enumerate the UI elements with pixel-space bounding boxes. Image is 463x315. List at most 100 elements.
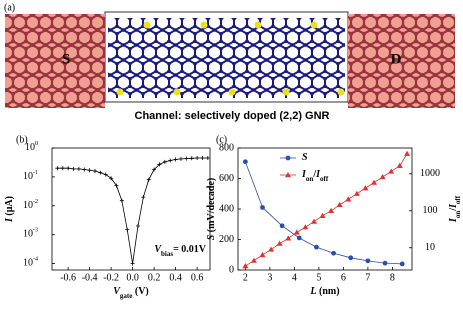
x-tick-label: -0.6 xyxy=(60,272,76,283)
text-part: off xyxy=(320,175,329,183)
point xyxy=(60,166,65,171)
point xyxy=(379,174,386,180)
point xyxy=(168,158,173,163)
point xyxy=(55,166,60,171)
point xyxy=(279,223,285,229)
x-tick-label: 6 xyxy=(341,272,346,283)
point xyxy=(157,162,162,167)
legend-marker xyxy=(285,155,291,161)
text-part: S xyxy=(302,152,308,163)
point xyxy=(276,240,283,246)
point xyxy=(260,205,265,210)
panel-label: (c) xyxy=(216,134,227,145)
point xyxy=(250,257,257,263)
point xyxy=(336,201,343,208)
point xyxy=(178,156,183,161)
point xyxy=(103,172,108,177)
text-part: off xyxy=(454,195,462,204)
text-part: on xyxy=(454,211,462,219)
point xyxy=(293,229,300,235)
y-tick-label: 600 xyxy=(219,173,234,184)
point xyxy=(141,195,146,200)
y-tick-label: 0 xyxy=(229,264,234,275)
source-lattice xyxy=(5,14,105,108)
x-tick-label: 0.6 xyxy=(191,272,204,283)
y-tick-exponent: -3 xyxy=(33,228,38,234)
y2-axis-label: Ion/Ioff xyxy=(448,195,461,223)
point xyxy=(109,176,114,181)
y-tick-label: 400 xyxy=(219,203,234,214)
point xyxy=(296,235,302,241)
y2-tick-label: 10 xyxy=(425,242,435,253)
point xyxy=(195,156,200,161)
text-part: (nm) xyxy=(317,286,340,297)
point xyxy=(353,190,360,196)
legend-label: S xyxy=(302,152,308,163)
point xyxy=(345,196,352,202)
point xyxy=(119,198,124,203)
text-part: / xyxy=(448,208,459,212)
point xyxy=(66,166,71,171)
point xyxy=(71,166,76,171)
y-tick-base: 10 xyxy=(23,200,33,211)
x-axis-label: L (nm) xyxy=(309,286,339,297)
y-tick-exponent: -1 xyxy=(33,170,38,176)
text-part: I xyxy=(448,217,459,223)
point xyxy=(365,258,371,264)
annotation: Vbias= 0.01V xyxy=(154,244,206,257)
y2-tick-label: 1000 xyxy=(420,168,440,179)
x-tick-label: 2 xyxy=(243,272,248,283)
y-tick-exponent: -4 xyxy=(33,257,38,263)
text-part: S xyxy=(206,234,217,240)
point xyxy=(135,223,140,228)
text-part: gate xyxy=(120,292,132,300)
text-part: V xyxy=(154,244,162,255)
point xyxy=(173,157,178,162)
text-part: (mV/decade) xyxy=(206,178,217,235)
point xyxy=(92,168,97,173)
point xyxy=(130,261,135,266)
y-tick-label: 100 xyxy=(25,141,38,153)
point xyxy=(399,261,405,267)
source-label: S xyxy=(62,51,70,67)
point xyxy=(184,156,189,161)
y-tick-exponent: 0 xyxy=(35,141,38,147)
y-axis-label: I (μA) xyxy=(4,196,15,223)
text-part: I xyxy=(4,217,15,223)
point xyxy=(242,263,249,269)
point xyxy=(125,227,130,232)
y-tick-base: 10 xyxy=(25,142,35,153)
x-tick-label: 4 xyxy=(292,272,297,283)
text-part: / xyxy=(312,169,316,180)
x-tick-label: -0.2 xyxy=(103,272,119,283)
y-tick-exponent: -2 xyxy=(33,199,38,205)
point xyxy=(114,183,119,188)
point xyxy=(152,167,157,172)
x-tick-label: 0.2 xyxy=(148,272,161,283)
caption: Channel: selectively doped (2,2) GNR xyxy=(135,110,330,122)
y-tick-label: 800 xyxy=(219,142,234,153)
point xyxy=(404,150,411,156)
dopants xyxy=(116,21,345,96)
point xyxy=(348,255,354,261)
point xyxy=(314,244,319,250)
point xyxy=(371,179,378,185)
point xyxy=(285,235,292,241)
point xyxy=(328,207,335,213)
legend-label: Ion/Ioff xyxy=(301,169,329,182)
y-tick-label: 200 xyxy=(219,234,234,245)
y-tick-label: 10-3 xyxy=(23,228,38,240)
x-tick-label: 8 xyxy=(390,272,395,283)
text-part: = 0.01V xyxy=(173,244,207,255)
point xyxy=(82,167,87,172)
channel-lattice xyxy=(108,18,345,98)
point xyxy=(76,166,81,171)
series-line xyxy=(244,161,403,265)
y-tick-label: 10-4 xyxy=(23,257,38,269)
point xyxy=(362,185,369,191)
point xyxy=(302,224,309,230)
point xyxy=(189,156,194,161)
y-tick-label: 10-1 xyxy=(23,170,38,182)
point xyxy=(319,212,326,219)
panel-label: (a) xyxy=(4,2,15,13)
